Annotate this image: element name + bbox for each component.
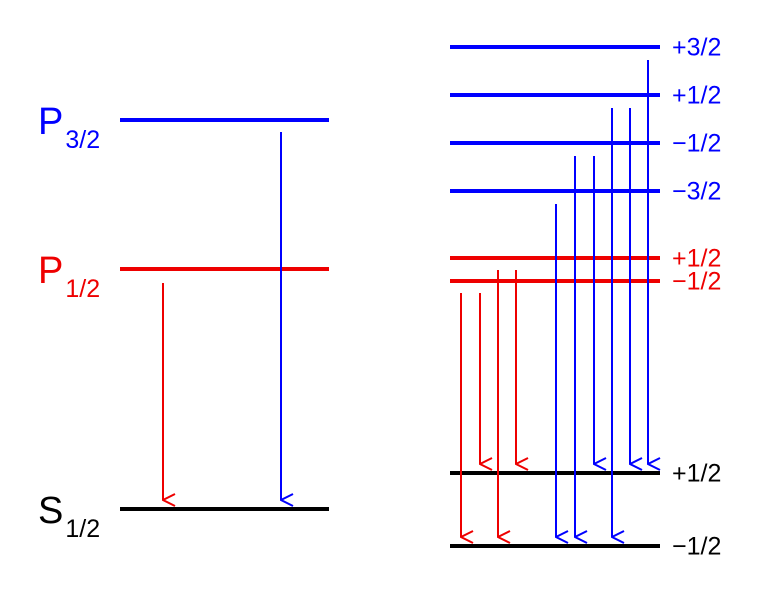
level-label: P1/2 (38, 250, 100, 303)
right-levels (450, 45, 660, 548)
sublevel-label: −3/2 (672, 178, 721, 206)
left-arrows (162, 132, 281, 500)
sublevel-label: +1/2 (672, 82, 721, 110)
left-levels (120, 118, 329, 511)
level-label: S1/2 (38, 490, 100, 543)
sublevel-label: +1/2 (672, 460, 721, 488)
sublevel-label: −1/2 (672, 130, 721, 158)
sublevel-label: +3/2 (672, 34, 721, 62)
sublevel-label: +1/2 (672, 245, 721, 273)
right-arrows (460, 60, 648, 537)
sublevel-label: −1/2 (672, 268, 721, 296)
sublevel-label: −1/2 (672, 533, 721, 561)
level-label: P3/2 (38, 101, 100, 154)
